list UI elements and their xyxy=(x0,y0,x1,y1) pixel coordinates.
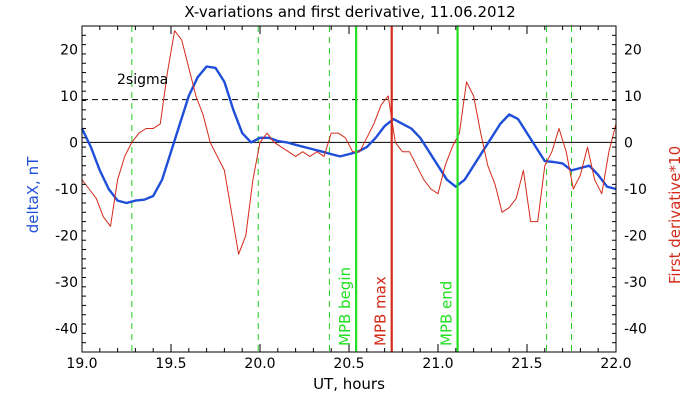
y-tick-label-right-5: -30 xyxy=(624,275,647,291)
x-tick-label-3: 20.5 xyxy=(333,356,364,372)
plot-area xyxy=(80,25,617,353)
marker-label-1: MPB max xyxy=(372,276,390,346)
series-line-deltaX xyxy=(80,65,617,205)
y-tick-label-left-1: 10 xyxy=(60,89,78,105)
marker-label-0: MPB begin xyxy=(336,267,354,346)
y-tick-label-right-6: -40 xyxy=(624,322,647,338)
marker-label-2: MPB end xyxy=(438,281,456,346)
x-tick-label-5: 21.5 xyxy=(511,356,542,372)
y-tick-label-right-0: 20 xyxy=(624,42,642,58)
axes-layer: 19.0 19.5 20.0 20.5 21.0 21.5 22.0 20 20 10 10 0 0 -1… xyxy=(55,25,647,372)
y-tick-label-left-2: 0 xyxy=(69,135,78,151)
x-tick-label-6: 22.0 xyxy=(600,356,631,372)
y-tick-label-right-4: -20 xyxy=(624,229,647,245)
y-tick-label-left-5: -30 xyxy=(55,275,78,291)
marker-labels: MPB begin MPB max MPB end xyxy=(336,267,455,346)
y-tick-label-left-4: -20 xyxy=(55,229,78,245)
y-tick-label-left-6: -40 xyxy=(55,322,78,338)
y-axis-label-left: deltaX, nT xyxy=(24,156,42,233)
x-axis-label: UT, hours xyxy=(313,375,385,393)
y-tick-label-left-3: -10 xyxy=(55,182,78,198)
x-tick-label-0: 19.0 xyxy=(66,356,97,372)
marks-layer xyxy=(80,26,617,352)
x-tick-label-1: 19.5 xyxy=(155,356,186,372)
sigma-label: 2sigma xyxy=(117,72,168,88)
series-line-derivative xyxy=(81,30,617,255)
y-axis-label-right: First derivative*10 xyxy=(666,146,684,284)
chart-title: X-variations and first derivative, 11.06… xyxy=(184,3,515,21)
y-tick-label-right-3: -10 xyxy=(624,182,647,198)
y-tick-label-left-0: 20 xyxy=(60,42,78,58)
x-tick-label-2: 20.0 xyxy=(244,356,275,372)
x-tick-label-4: 21.0 xyxy=(422,356,453,372)
y-tick-label-right-1: 10 xyxy=(624,89,642,105)
y-tick-label-right-2: 0 xyxy=(624,135,633,151)
